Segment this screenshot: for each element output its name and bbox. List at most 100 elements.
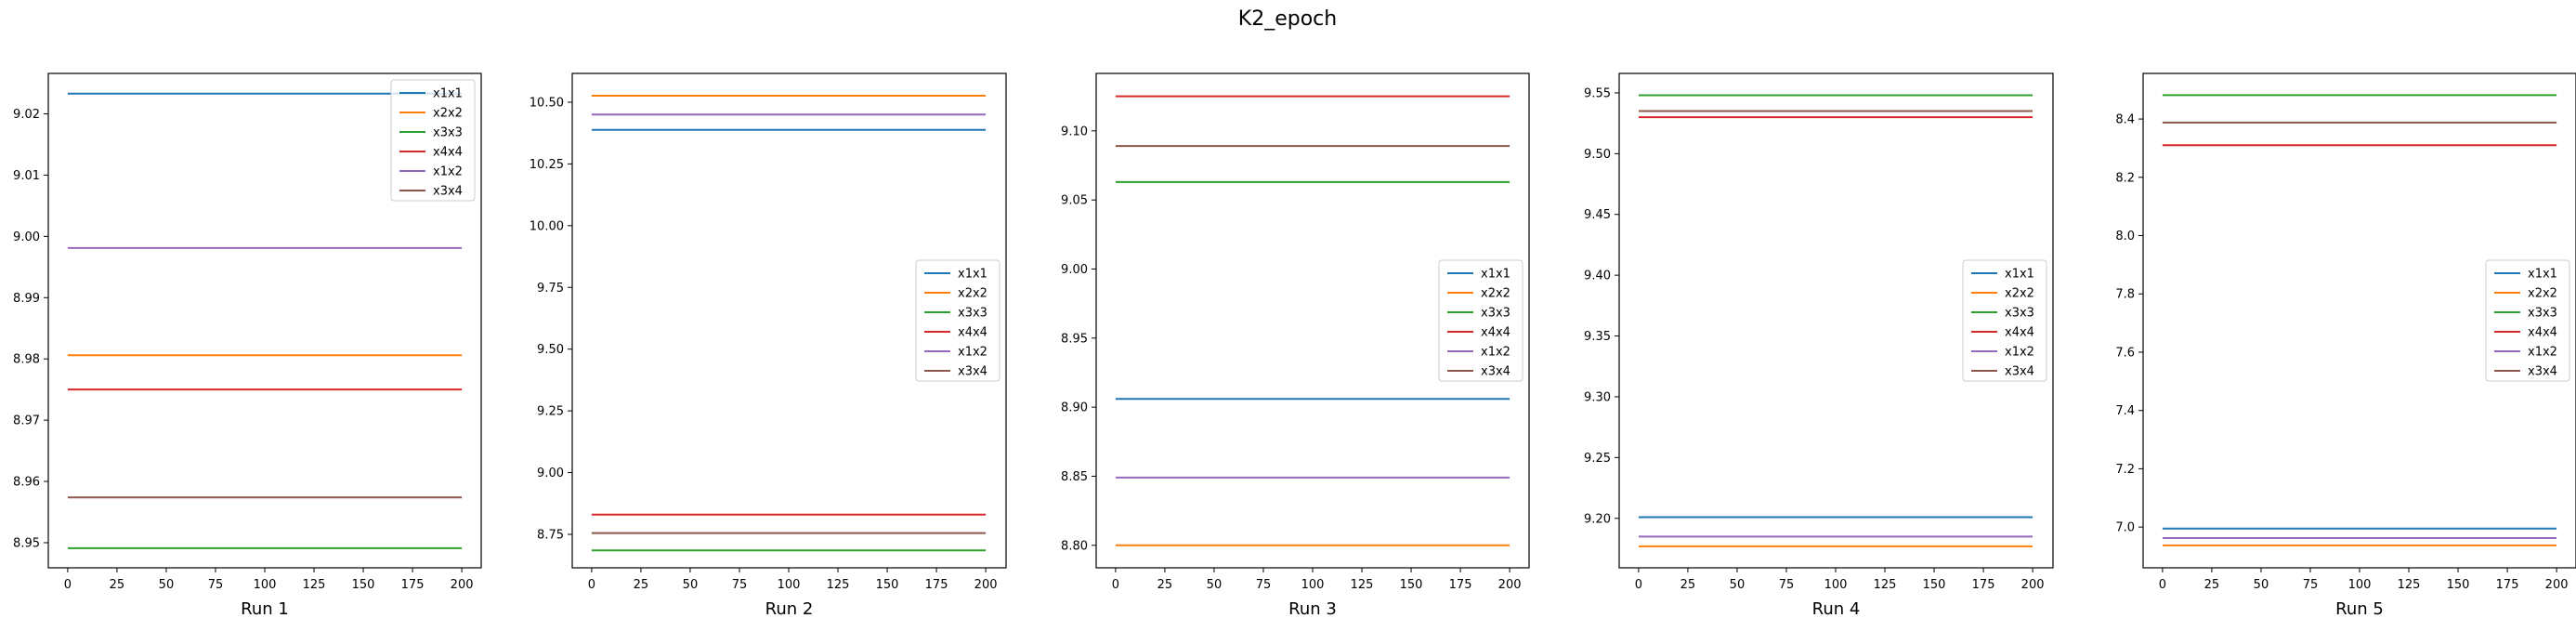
y-tick-label: 8.80 [1061,539,1088,553]
x-tick-label: 200 [1498,578,1522,592]
legend-label-x1x1: x1x1 [433,87,463,101]
x-tick-label: 200 [451,578,474,592]
legend-label-x4x4: x4x4 [958,326,987,340]
x-tick-label: 175 [1449,578,1472,592]
y-tick-label: 7.0 [2115,521,2135,535]
legend-label-x1x2: x1x2 [1481,346,1510,360]
x-tick-label: 100 [1301,578,1325,592]
legend-label-x2x2: x2x2 [958,287,987,301]
axes-frame [47,72,482,569]
y-tick-label: 9.50 [1584,148,1611,162]
y-tick-label: 8.98 [13,353,40,367]
legend-label-x1x1: x1x1 [958,268,987,282]
x-tick-label: 150 [1400,578,1423,592]
legend-label-x3x3: x3x3 [2528,307,2557,321]
y-tick-label: 7.2 [2115,463,2135,477]
y-tick-label: 9.75 [537,282,564,296]
y-tick-label: 8.85 [1061,470,1088,484]
x-axis-label: Run 2 [765,599,814,618]
legend-label-x2x2: x2x2 [1481,287,1510,301]
y-tick-label: 9.30 [1584,390,1611,404]
x-tick-label: 75 [732,578,748,592]
x-tick-label: 150 [876,578,899,592]
legend: x1x1 x2x2 x3x3 x4x4 x1x2 x3x4 [1962,259,2047,382]
x-tick-label: 25 [1680,578,1696,592]
legend: x1x1 x2x2 x3x3 x4x4 x1x2 x3x4 [915,259,1000,382]
subplot-run-2: 0 25 50 75 100 125 150 175 200 8.75 9.00 9.25 9.50 9.… [530,72,1007,618]
x-axis-label: Run 4 [1812,599,1861,618]
x-tick-label: 50 [159,578,175,592]
x-tick-label: 150 [1923,578,1946,592]
y-tick-label: 9.05 [1061,194,1088,208]
legend-label-x3x3: x3x3 [433,126,463,140]
y-tick-label: 9.25 [1584,452,1611,466]
legend-label-x4x4: x4x4 [433,146,463,160]
legend-label-x3x3: x3x3 [958,307,987,321]
figure-title: K2_epoch [1238,7,1337,31]
x-tick-label: 0 [1112,578,1119,592]
axes-frame [1618,72,2054,569]
y-tick-label: 10.50 [530,96,564,110]
y-tick-label: 9.35 [1584,330,1611,344]
x-tick-label: 50 [1730,578,1746,592]
x-tick-label: 50 [683,578,699,592]
y-tick-label: 8.95 [13,536,40,550]
legend-label-x1x2: x1x2 [2005,346,2034,360]
legend-label-x1x1: x1x1 [2005,268,2034,282]
legend-label-x3x3: x3x3 [2005,307,2034,321]
legend-label-x4x4: x4x4 [2528,326,2557,340]
legend-label-x4x4: x4x4 [1481,326,1510,340]
legend-label-x3x3: x3x3 [1481,307,1510,321]
y-tick-label: 8.90 [1061,401,1088,415]
y-tick-label: 8.75 [537,528,564,542]
subplot-run-5: 0 25 50 75 100 125 150 175 200 7.0 7.2 7.4 7.6 7.8 8.0… [2115,72,2576,618]
y-tick-label: 7.8 [2115,288,2135,302]
y-tick-label: 9.20 [1584,512,1611,526]
x-tick-label: 0 [64,578,72,592]
x-axis-label: Run 5 [2335,599,2384,618]
x-axis-label: Run 1 [241,599,289,618]
y-tick-label: 8.96 [13,476,40,490]
x-tick-label: 0 [1635,578,1642,592]
x-tick-label: 175 [401,578,425,592]
legend-label-x1x1: x1x1 [1481,268,1510,282]
x-tick-label: 25 [634,578,649,592]
y-tick-label: 7.4 [2115,404,2135,418]
legend-label-x1x2: x1x2 [433,165,463,179]
legend: x1x1 x2x2 x3x3 x4x4 x1x2 x3x4 [2485,259,2570,382]
x-tick-label: 125 [827,578,850,592]
y-tick-label: 8.99 [13,292,40,306]
legend-label-x3x4: x3x4 [1481,365,1510,379]
legend-label-x3x4: x3x4 [433,185,463,199]
y-tick-label: 9.25 [537,405,564,419]
subplots: 0 25 50 75 100 125 150 175 200 8.95 8.96 8.97 8.98 8.… [13,72,2576,618]
legend-label-x3x4: x3x4 [2005,365,2034,379]
x-tick-label: 175 [2496,578,2519,592]
x-tick-label: 200 [974,578,998,592]
y-tick-label: 8.95 [1061,332,1088,346]
legend-label-x3x4: x3x4 [958,365,987,379]
x-tick-label: 75 [1256,578,1272,592]
x-tick-label: 200 [2021,578,2045,592]
axes-frame [1095,72,1530,569]
x-tick-label: 200 [2545,578,2569,592]
x-tick-label: 125 [1874,578,1897,592]
x-tick-label: 75 [208,578,224,592]
x-tick-label: 175 [1972,578,1995,592]
y-tick-label: 9.55 [1584,86,1611,100]
legend-label-x4x4: x4x4 [2005,326,2034,340]
x-axis-label: Run 3 [1288,599,1337,618]
x-tick-label: 25 [110,578,125,592]
y-tick-label: 7.6 [2115,346,2135,360]
x-tick-label: 125 [2398,578,2421,592]
legend: x1x1 x2x2 x3x3 x4x4 x1x2 x3x4 [390,79,476,202]
x-tick-label: 100 [254,578,277,592]
x-tick-label: 150 [352,578,375,592]
y-tick-label: 9.40 [1584,270,1611,283]
axes-frame [571,72,1007,569]
x-tick-label: 50 [1207,578,1223,592]
y-tick-label: 9.01 [13,169,40,183]
y-tick-label: 9.02 [13,108,40,122]
y-tick-label: 8.97 [13,414,40,428]
